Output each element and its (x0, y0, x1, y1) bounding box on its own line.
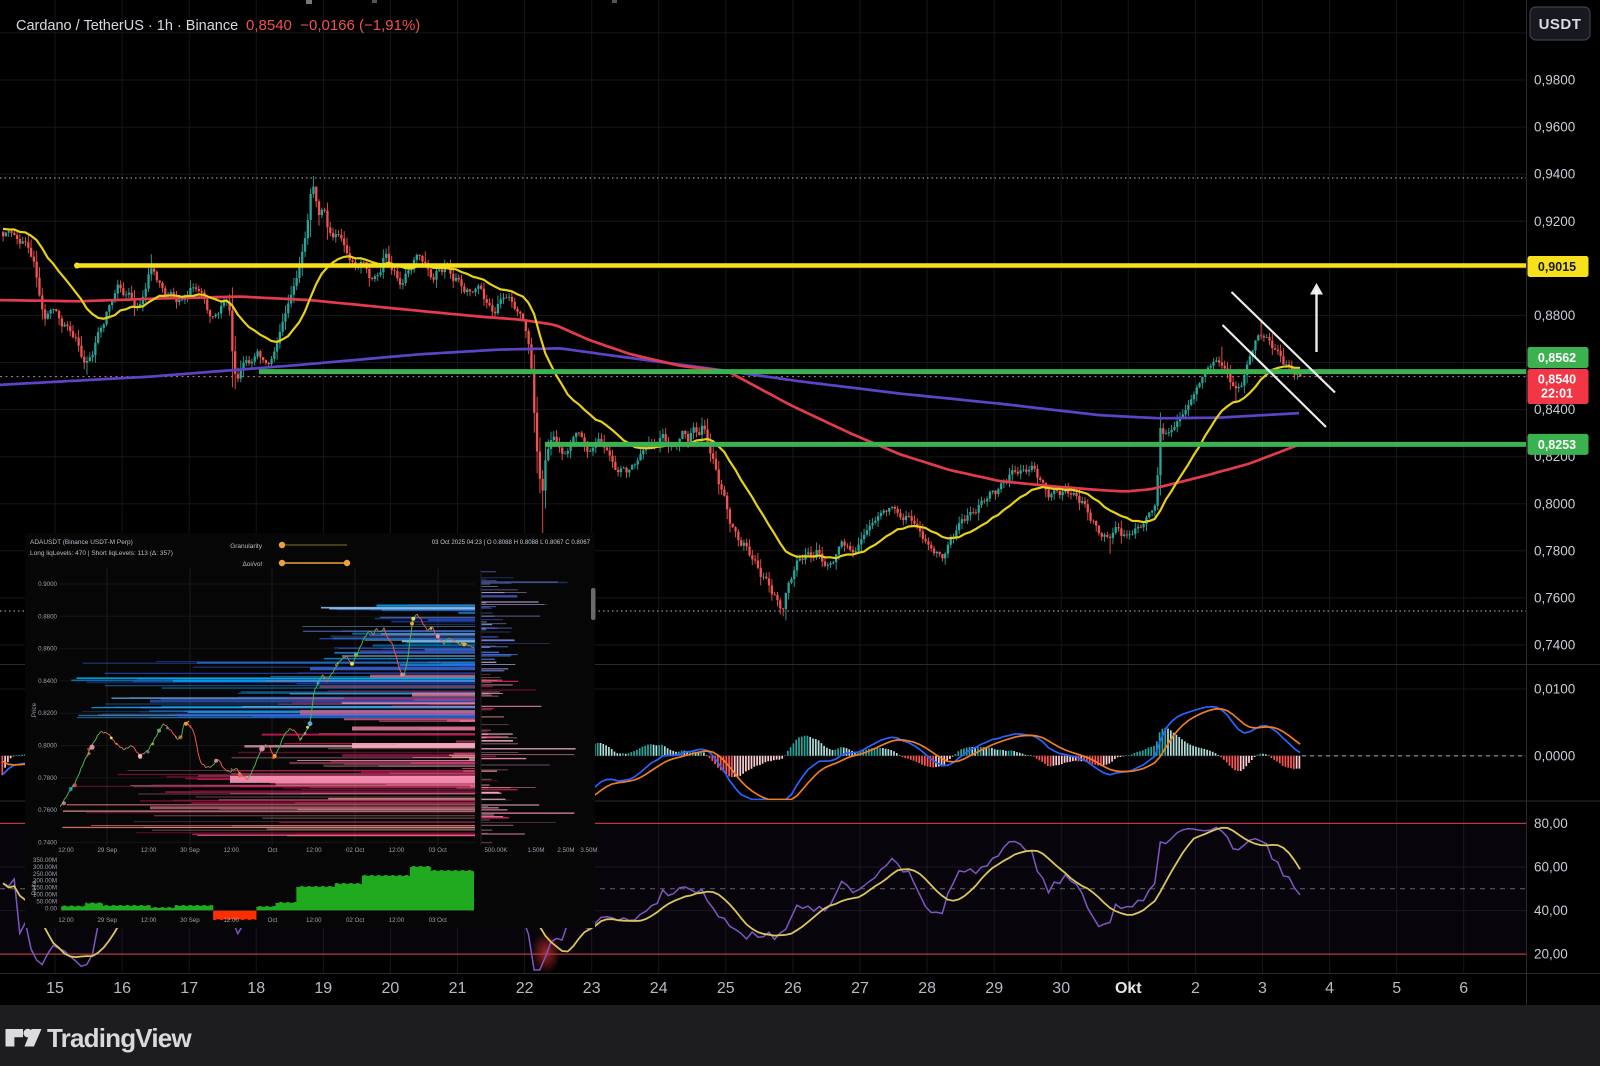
svg-text:3.50M: 3.50M (580, 847, 597, 854)
svg-text:0.9000: 0.9000 (38, 581, 57, 588)
svg-text:2.50M: 2.50M (557, 847, 574, 854)
svg-text:6: 6 (1459, 980, 1468, 997)
svg-text:Long liqLevels: 470 | Short li: Long liqLevels: 470 | Short liqLevels: 1… (30, 550, 173, 557)
svg-text:03 Oct: 03 Oct (429, 847, 448, 854)
svg-text:3: 3 (1258, 980, 1267, 997)
svg-text:12:00: 12:00 (223, 917, 239, 924)
svg-text:0,8400: 0,8400 (1534, 402, 1575, 417)
svg-text:5: 5 (1392, 980, 1401, 997)
svg-text:0,8253: 0,8253 (1538, 438, 1576, 452)
svg-text:26: 26 (784, 980, 802, 997)
svg-text:USDT: USDT (1539, 16, 1582, 33)
svg-text:16: 16 (113, 980, 131, 997)
svg-text:0,9200: 0,9200 (1534, 214, 1575, 229)
svg-text:24: 24 (650, 980, 668, 997)
svg-text:0,7400: 0,7400 (1534, 638, 1575, 653)
svg-text:0.00: 0.00 (45, 905, 58, 912)
svg-text:0,9600: 0,9600 (1534, 120, 1575, 135)
svg-text:ADAUSDT (Binance USDT-M Perp): ADAUSDT (Binance USDT-M Perp) (30, 539, 133, 546)
svg-text:03 Oct 2025 04:23 | O 0.8088: 03 Oct 2025 04:23 | O 0.8088 H 0.8088 L … (432, 539, 591, 546)
svg-text:40,00: 40,00 (1534, 903, 1568, 918)
svg-text:250.00M: 250.00M (33, 871, 57, 878)
svg-text:0,8540: 0,8540 (1538, 373, 1576, 387)
svg-text:17: 17 (180, 980, 198, 997)
svg-text:0,8562: 0,8562 (1538, 351, 1576, 365)
svg-text:02 Oct: 02 Oct (346, 847, 365, 854)
svg-text:0,8800: 0,8800 (1534, 308, 1575, 323)
svg-text:12:00: 12:00 (141, 847, 157, 854)
svg-text:21: 21 (449, 980, 467, 997)
svg-text:2: 2 (1191, 980, 1200, 997)
svg-text:0.7600: 0.7600 (38, 807, 57, 814)
svg-text:29 Sep: 29 Sep (97, 847, 117, 854)
svg-text:500.00K: 500.00K (484, 847, 508, 854)
svg-text:Oct: Oct (268, 847, 278, 854)
svg-text:0.8200: 0.8200 (38, 710, 57, 717)
svg-text:12:00: 12:00 (58, 917, 74, 924)
svg-text:Oct: Oct (268, 917, 278, 924)
svg-text:0,7600: 0,7600 (1534, 590, 1575, 605)
svg-text:0,8540 −0,0166 (−1,91%): 0,8540 −0,0166 (−1,91%) (246, 17, 420, 34)
svg-text:29 Sep: 29 Sep (97, 917, 117, 924)
svg-text:19: 19 (314, 980, 332, 997)
svg-text:0.7800: 0.7800 (38, 775, 57, 782)
svg-text:03 Oct: 03 Oct (429, 917, 448, 924)
svg-text:15: 15 (46, 980, 64, 997)
svg-text:0,9015: 0,9015 (1538, 260, 1576, 274)
svg-text:50.00M: 50.00M (36, 898, 57, 905)
svg-text:22: 22 (516, 980, 534, 997)
svg-text:Cardano / TetherUS · 1h · Bina: Cardano / TetherUS · 1h · Binance (16, 18, 238, 34)
svg-text:4: 4 (1325, 980, 1334, 997)
svg-text:0,0000: 0,0000 (1534, 748, 1575, 763)
svg-text:0,9400: 0,9400 (1534, 167, 1575, 182)
svg-text:12:00: 12:00 (141, 917, 157, 924)
svg-text:1.50M: 1.50M (527, 847, 544, 854)
svg-text:18: 18 (247, 980, 265, 997)
svg-text:23: 23 (583, 980, 601, 997)
svg-text:0.8400: 0.8400 (38, 678, 57, 685)
svg-text:100.00M: 100.00M (33, 892, 57, 899)
svg-text:Okt: Okt (1115, 980, 1142, 997)
svg-text:30 Sep: 30 Sep (180, 917, 200, 924)
svg-text:350.00M: 350.00M (33, 857, 57, 864)
svg-text:0,0100: 0,0100 (1534, 682, 1575, 697)
svg-text:0.8600: 0.8600 (38, 646, 57, 653)
svg-text:150.00M: 150.00M (33, 885, 57, 892)
svg-text:Price: Price (31, 702, 38, 717)
svg-text:Delta: Delta (31, 880, 38, 895)
svg-text:20: 20 (382, 980, 400, 997)
svg-text:0,7800: 0,7800 (1534, 543, 1575, 558)
svg-text:27: 27 (851, 980, 869, 997)
svg-text:25: 25 (717, 980, 735, 997)
svg-text:12:00: 12:00 (389, 917, 405, 924)
svg-text:Δoi/vol: Δoi/vol (242, 561, 262, 568)
svg-text:60,00: 60,00 (1534, 859, 1568, 874)
svg-text:0.7400: 0.7400 (38, 839, 57, 846)
svg-text:02 Oct: 02 Oct (346, 917, 365, 924)
svg-text:29: 29 (985, 980, 1003, 997)
svg-text:20,00: 20,00 (1534, 947, 1568, 962)
svg-text:12:00: 12:00 (306, 847, 322, 854)
svg-text:TradingView: TradingView (47, 1023, 192, 1053)
svg-text:30: 30 (1052, 980, 1070, 997)
svg-text:200.00M: 200.00M (33, 878, 57, 885)
svg-text:0.8000: 0.8000 (38, 743, 57, 750)
svg-text:0,8000: 0,8000 (1534, 496, 1575, 511)
svg-text:0.8800: 0.8800 (38, 613, 57, 620)
svg-text:300.00M: 300.00M (33, 864, 57, 871)
svg-text:0,9800: 0,9800 (1534, 73, 1575, 88)
svg-text:12:00: 12:00 (223, 847, 239, 854)
svg-text:30 Sep: 30 Sep (180, 847, 200, 854)
svg-text:Granularity: Granularity (230, 543, 263, 550)
svg-text:80,00: 80,00 (1534, 816, 1568, 831)
svg-text:28: 28 (918, 980, 936, 997)
svg-text:22:01: 22:01 (1541, 387, 1573, 401)
svg-text:12:00: 12:00 (58, 847, 74, 854)
svg-text:12:00: 12:00 (389, 847, 405, 854)
svg-text:12:00: 12:00 (306, 917, 322, 924)
